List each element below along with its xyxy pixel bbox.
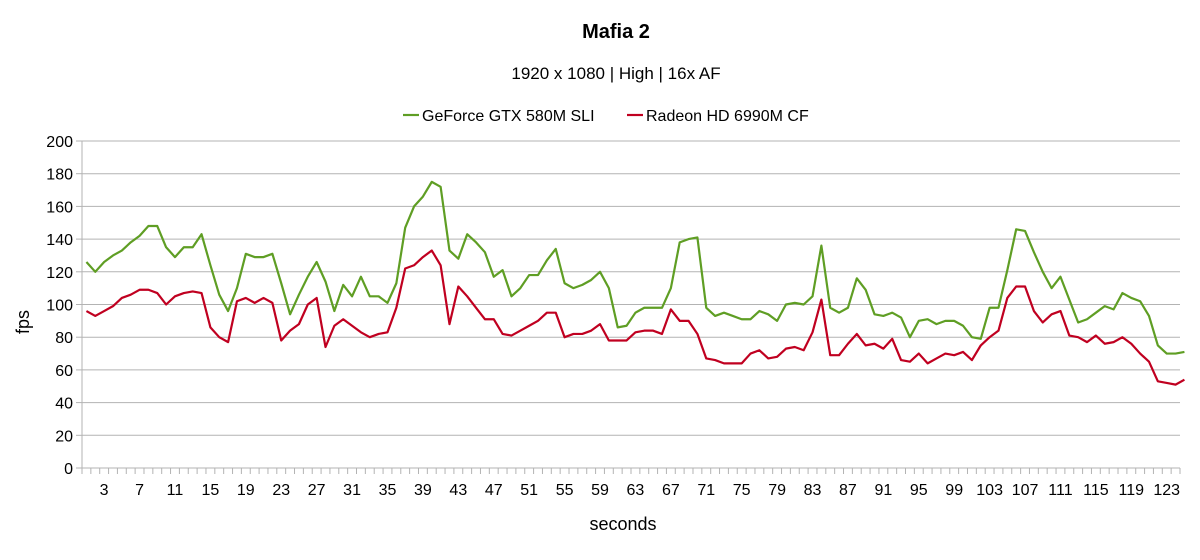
y-tick-label: 180 [46,167,73,184]
x-tick-label: 87 [839,482,857,499]
x-tick-label: 99 [945,482,963,499]
x-tick-label: 47 [485,482,503,499]
x-tick-label: 23 [272,482,290,499]
x-tick-label: 107 [1012,482,1039,499]
x-tick-label: 55 [556,482,574,499]
x-tick-label: 59 [591,482,609,499]
y-tick-label: 200 [46,134,73,151]
x-tick-label: 19 [237,482,255,499]
x-tick-label: 79 [768,482,786,499]
series-line-1 [85,249,1185,386]
x-tick-label: 111 [1048,482,1072,499]
x-axis-ticks: 3 7 11 15 19 23 27 31 35 39 43 47 51 55 59 63 67 71 75 79 83… [81,468,1181,499]
y-axis-ticks: 0 20 40 60 80 100 120 140 160 180 200 [46,134,82,478]
legend-label: GeForce GTX 580M SLI [422,108,595,125]
x-axis-label: seconds [589,514,656,534]
x-tick-label: 43 [449,482,467,499]
y-tick-label: 160 [46,199,73,216]
x-tick-label: 51 [520,482,538,499]
y-tick-label: 0 [64,461,73,478]
x-tick-label: 71 [697,482,715,499]
x-tick-label: 67 [662,482,680,499]
series-group [85,180,1185,386]
x-tick-label: 31 [343,482,361,499]
x-tick-label: 7 [135,482,144,499]
x-tick-label: 103 [976,482,1003,499]
x-tick-label: 75 [733,482,751,499]
chart-title: Mafia 2 [582,21,650,43]
x-tick-label: 35 [379,482,397,499]
x-tick-label: 3 [100,482,109,499]
x-tick-label: 39 [414,482,432,499]
y-tick-label: 20 [55,428,73,445]
x-tick-label: 119 [1119,482,1145,499]
y-tick-label: 80 [55,330,73,347]
x-tick-label: 123 [1153,482,1180,499]
x-tick-label: 91 [874,482,892,499]
chart-subtitle: 1920 x 1080 | High | 16x AF [511,64,720,83]
y-tick-label: 100 [46,298,73,315]
legend: GeForce GTX 580M SLI Radeon HD 6990M CF [403,108,809,125]
y-axis-label: fps [13,310,33,334]
x-tick-label: 11 [167,482,184,499]
x-tick-label: 115 [1083,482,1109,499]
x-tick-label: 15 [201,482,219,499]
x-tick-label: 27 [308,482,326,499]
y-tick-label: 120 [46,265,73,282]
y-tick-label: 40 [55,396,73,413]
x-tick-label: 83 [804,482,822,499]
legend-label: Radeon HD 6990M CF [646,108,809,125]
x-tick-label: 63 [627,482,645,499]
series-line-0 [85,180,1185,355]
y-tick-label: 60 [55,363,73,380]
y-tick-label: 140 [46,232,73,249]
axes [81,141,1180,469]
x-tick-label: 95 [910,482,928,499]
